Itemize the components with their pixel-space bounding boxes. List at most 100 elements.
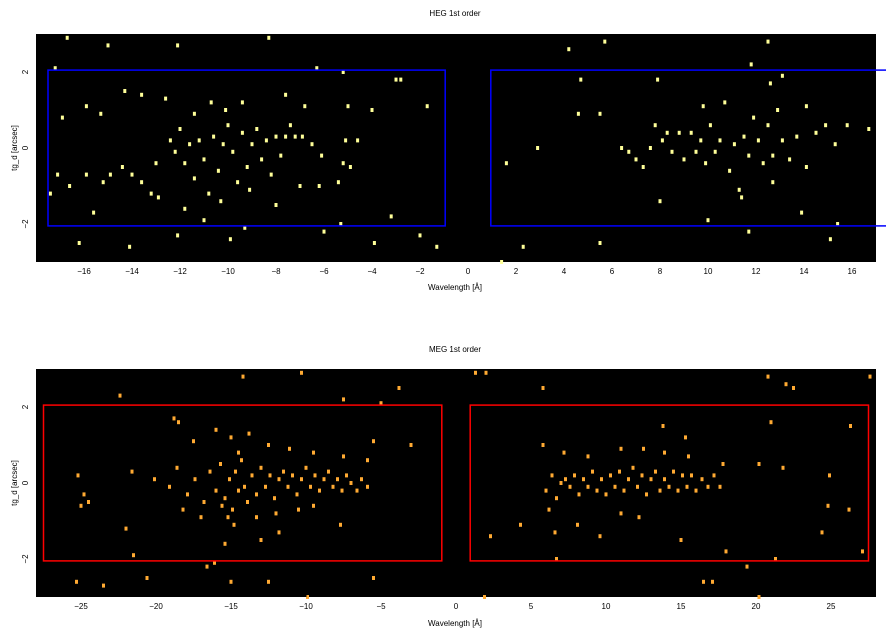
meg-event-point bbox=[250, 473, 254, 478]
heg-y-tick-label: 0 bbox=[21, 145, 30, 150]
meg-event-point bbox=[627, 477, 630, 482]
heg-event-point bbox=[188, 142, 192, 147]
meg-event-point bbox=[372, 576, 375, 580]
meg-event-point bbox=[721, 462, 725, 466]
heg-event-point bbox=[279, 153, 283, 158]
meg-event-point bbox=[355, 488, 359, 493]
heg-extraction-region-plus bbox=[490, 69, 886, 227]
meg-event-point bbox=[306, 595, 309, 599]
heg-event-point bbox=[536, 146, 540, 150]
meg-event-point bbox=[132, 553, 135, 558]
heg-x-tick-label: 14 bbox=[800, 267, 809, 276]
heg-event-point bbox=[243, 225, 247, 230]
heg-event-point bbox=[207, 191, 211, 196]
heg-x-tick-label: 12 bbox=[752, 267, 761, 276]
heg-x-tick-label: −16 bbox=[77, 267, 91, 276]
heg-event-point bbox=[694, 149, 698, 154]
heg-x-tick-label: −2 bbox=[415, 267, 425, 276]
meg-event-point bbox=[79, 503, 83, 508]
heg-event-point bbox=[689, 130, 693, 135]
heg-event-point bbox=[99, 111, 103, 116]
heg-event-point bbox=[231, 149, 235, 154]
meg-event-point bbox=[604, 492, 608, 497]
meg-event-point bbox=[681, 473, 684, 478]
heg-event-point bbox=[341, 70, 345, 74]
meg-event-point bbox=[153, 477, 156, 482]
heg-event-point bbox=[824, 123, 828, 128]
meg-x-tick-label: 15 bbox=[677, 602, 686, 611]
meg-event-point bbox=[273, 496, 276, 501]
heg-event-point bbox=[255, 127, 259, 131]
heg-event-point bbox=[140, 180, 144, 185]
heg-x-tick-label: −12 bbox=[173, 267, 187, 276]
meg-event-point bbox=[847, 507, 851, 512]
heg-event-point bbox=[788, 157, 792, 162]
meg-event-point bbox=[220, 503, 224, 508]
heg-event-point bbox=[240, 100, 244, 105]
meg-event-point bbox=[277, 530, 281, 535]
heg-event-point bbox=[320, 153, 324, 158]
meg-event-point bbox=[312, 503, 315, 508]
meg-event-point bbox=[687, 454, 690, 459]
heg-event-point bbox=[579, 77, 583, 82]
heg-event-point bbox=[108, 172, 112, 177]
heg-event-point bbox=[756, 138, 760, 143]
meg-event-point bbox=[766, 374, 770, 379]
heg-plot-area bbox=[36, 34, 876, 262]
meg-event-point bbox=[309, 484, 312, 489]
heg-x-tick-label: 10 bbox=[704, 267, 713, 276]
meg-event-point bbox=[591, 469, 594, 474]
heg-points bbox=[48, 35, 871, 264]
heg-y-axis: −2 0 2 bbox=[21, 69, 40, 229]
heg-event-point bbox=[84, 172, 88, 177]
heg-event-point bbox=[53, 66, 57, 71]
heg-event-point bbox=[341, 161, 345, 166]
meg-y-tick-label: 0 bbox=[21, 480, 30, 485]
heg-event-point bbox=[648, 146, 652, 150]
heg-x-axis-label: Wavelength [Å] bbox=[428, 283, 482, 292]
heg-event-point bbox=[224, 108, 228, 112]
meg-event-point bbox=[372, 439, 375, 444]
meg-event-point bbox=[622, 488, 626, 493]
heg-event-point bbox=[284, 134, 288, 139]
heg-event-point bbox=[178, 127, 182, 131]
heg-x-tick-label: 8 bbox=[658, 267, 663, 276]
meg-event-point bbox=[349, 481, 353, 485]
meg-event-point bbox=[213, 560, 216, 565]
meg-event-point bbox=[175, 465, 179, 470]
meg-event-point bbox=[75, 579, 78, 584]
meg-event-point bbox=[631, 465, 635, 470]
meg-x-tick-label: −10 bbox=[299, 602, 313, 611]
heg-event-point bbox=[56, 172, 60, 177]
meg-event-point bbox=[553, 530, 557, 535]
meg-event-point bbox=[87, 500, 90, 504]
meg-event-point bbox=[667, 484, 671, 489]
meg-event-point bbox=[243, 484, 246, 489]
heg-event-point bbox=[356, 138, 360, 143]
heg-x-tick-label: −8 bbox=[271, 267, 281, 276]
heg-event-point bbox=[300, 134, 304, 139]
heg-event-point bbox=[728, 168, 732, 173]
heg-event-point bbox=[658, 199, 662, 204]
heg-event-point bbox=[749, 62, 753, 67]
heg-event-point bbox=[77, 241, 81, 245]
meg-event-point bbox=[774, 557, 777, 561]
heg-event-point bbox=[267, 35, 271, 40]
meg-event-point bbox=[342, 454, 345, 459]
heg-event-point bbox=[264, 138, 268, 143]
heg-event-point bbox=[221, 142, 225, 147]
meg-x-tick-label: 10 bbox=[602, 602, 611, 611]
heg-event-point bbox=[704, 161, 708, 166]
meg-event-point bbox=[181, 507, 185, 512]
meg-event-point bbox=[193, 477, 197, 482]
heg-event-point bbox=[84, 104, 88, 109]
meg-event-point bbox=[718, 484, 722, 489]
meg-event-point bbox=[541, 443, 545, 447]
meg-y-tick-label: −2 bbox=[21, 554, 30, 564]
heg-event-point bbox=[212, 134, 216, 139]
heg-event-point bbox=[800, 210, 804, 215]
heg-event-point bbox=[284, 92, 288, 97]
heg-event-point bbox=[149, 191, 153, 196]
meg-event-point bbox=[229, 435, 233, 440]
heg-event-point bbox=[101, 180, 105, 185]
